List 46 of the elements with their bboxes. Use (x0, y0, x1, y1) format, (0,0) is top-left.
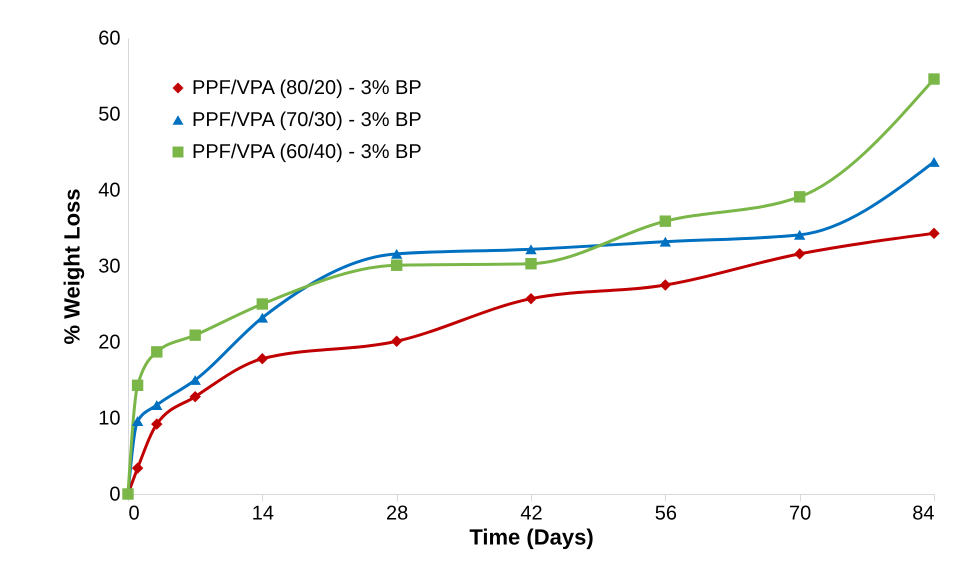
legend-label: PPF/VPA (60/40) - 3% BP (192, 141, 422, 163)
point (189, 375, 201, 385)
y-tick-label: 20 (98, 332, 120, 354)
point (189, 391, 201, 402)
point (928, 73, 940, 85)
point (928, 228, 940, 240)
legend-label: PPF/VPA (70/30) - 3% BP (192, 109, 422, 131)
point (660, 279, 672, 291)
point (794, 191, 806, 203)
point (660, 215, 672, 227)
point (525, 244, 537, 254)
y-tick-label: 10 (98, 408, 120, 430)
point (132, 462, 144, 474)
point (256, 298, 268, 310)
legend-label: PPF/VPA (80/20) - 3% BP (192, 77, 422, 99)
point (928, 156, 940, 167)
point (660, 236, 672, 247)
x-axis-title: Time (Days) (469, 524, 594, 550)
point (794, 248, 806, 260)
x-tick-label: 84 (912, 502, 934, 524)
point (525, 258, 537, 270)
x-tick-label: 56 (654, 502, 677, 524)
point (794, 230, 806, 240)
point (132, 416, 144, 426)
point (525, 292, 537, 304)
point (151, 346, 162, 358)
point (132, 380, 144, 392)
point (189, 329, 201, 341)
x-tick-label: 70 (789, 502, 812, 524)
y-axis-title: % Weight Loss (59, 188, 84, 345)
y-tick-label: 0 (109, 484, 120, 506)
point (256, 312, 268, 323)
point (256, 353, 268, 364)
x-tick-label: 42 (520, 502, 543, 524)
point (390, 336, 402, 347)
point (390, 260, 402, 271)
point (151, 400, 162, 410)
y-tick-label: 30 (98, 256, 120, 278)
y-tick-label: 60 (98, 28, 120, 50)
x-tick-label: 28 (386, 502, 408, 524)
point (390, 248, 402, 259)
y-tick-label: 50 (98, 104, 120, 126)
y-tick-label: 40 (98, 180, 120, 202)
point (151, 418, 162, 430)
x-tick-label: 14 (252, 502, 274, 524)
x-tick-label: 0 (128, 502, 140, 524)
